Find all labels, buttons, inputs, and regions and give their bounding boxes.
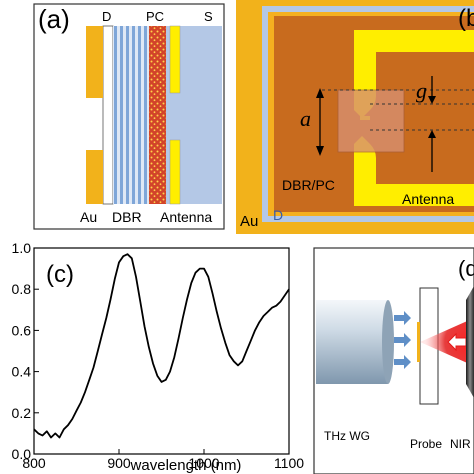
y-tick-label: 0.8: [12, 281, 32, 297]
antenna-bottom-arm: [354, 136, 474, 206]
label-au: Au: [80, 209, 97, 225]
antenna-top-arm: [354, 30, 474, 118]
panel-a-tag: (a): [38, 4, 70, 34]
panel-d-tag: (d: [458, 256, 474, 281]
label-thz-wg: THz WG: [324, 429, 370, 443]
waveguide-end: [382, 300, 394, 384]
series-line: [33, 253, 290, 439]
label-s: S: [204, 9, 213, 24]
panel-c-tag: (c): [46, 261, 74, 288]
label-d: D: [102, 9, 111, 24]
y-axis-ticks: 0.0 0.2 0.4 0.6 0.8 1.0: [12, 240, 39, 462]
pc-layer: [149, 26, 166, 204]
nir-laser-beam: [420, 318, 474, 366]
thz-waveguide: [316, 300, 388, 384]
y-tick-label: 0.6: [12, 322, 32, 338]
y-tick-label: 0.2: [12, 405, 32, 421]
panel-d: (d THz WG Probe NIR: [313, 247, 474, 474]
pc-square: [337, 89, 405, 153]
y-tick-label: 1.0: [12, 240, 32, 256]
label-probe: Probe: [410, 437, 442, 451]
antenna-upper: [169, 25, 181, 94]
au-upper: [86, 26, 103, 98]
panel-c-chart: (c) 800 900 1000 1100 0.0 0.2 0.4 0.6 0.8 1.0 wa…: [12, 240, 305, 474]
x-tick-label: 1100: [274, 455, 304, 471]
label-dbr: DBR: [112, 209, 142, 225]
probe-antenna: [417, 322, 420, 362]
panel-a: (a) D PC S Au DBR Antenna: [33, 3, 225, 230]
plot-frame: [33, 247, 290, 455]
label-a: a: [300, 106, 311, 131]
label-pc: PC: [146, 9, 164, 24]
x-axis-ticks: 800 900 1000 1100: [22, 449, 304, 471]
d-layer: [102, 25, 114, 205]
y-tick-label: 0.4: [12, 364, 32, 380]
thz-arrows: [394, 311, 411, 369]
label-dbr-pc: DBR/PC: [282, 177, 335, 193]
label-au-b: Au: [240, 213, 258, 230]
label-d-b: D: [273, 207, 283, 223]
x-axis-label: wavelength (nm): [130, 457, 242, 474]
x-tick-label: 800: [22, 455, 46, 471]
panel-b: (b g a DBR/PC Antenna Au D: [236, 0, 474, 234]
label-antenna-b: Antenna: [402, 191, 454, 207]
label-g: g: [416, 78, 427, 103]
dbr-stack: [113, 26, 149, 204]
x-tick-label: 900: [107, 455, 131, 471]
au-lower: [86, 150, 103, 204]
nir-arrow: [447, 332, 467, 352]
objective-lens: [466, 286, 474, 398]
y-tick-label: 0.0: [12, 446, 32, 462]
panel-b-tag: (b: [458, 5, 474, 32]
label-antenna-a: Antenna: [160, 209, 212, 225]
label-nir: NIR: [450, 437, 471, 451]
antenna-lower: [169, 139, 181, 205]
x-tick-label: 1000: [188, 455, 219, 471]
